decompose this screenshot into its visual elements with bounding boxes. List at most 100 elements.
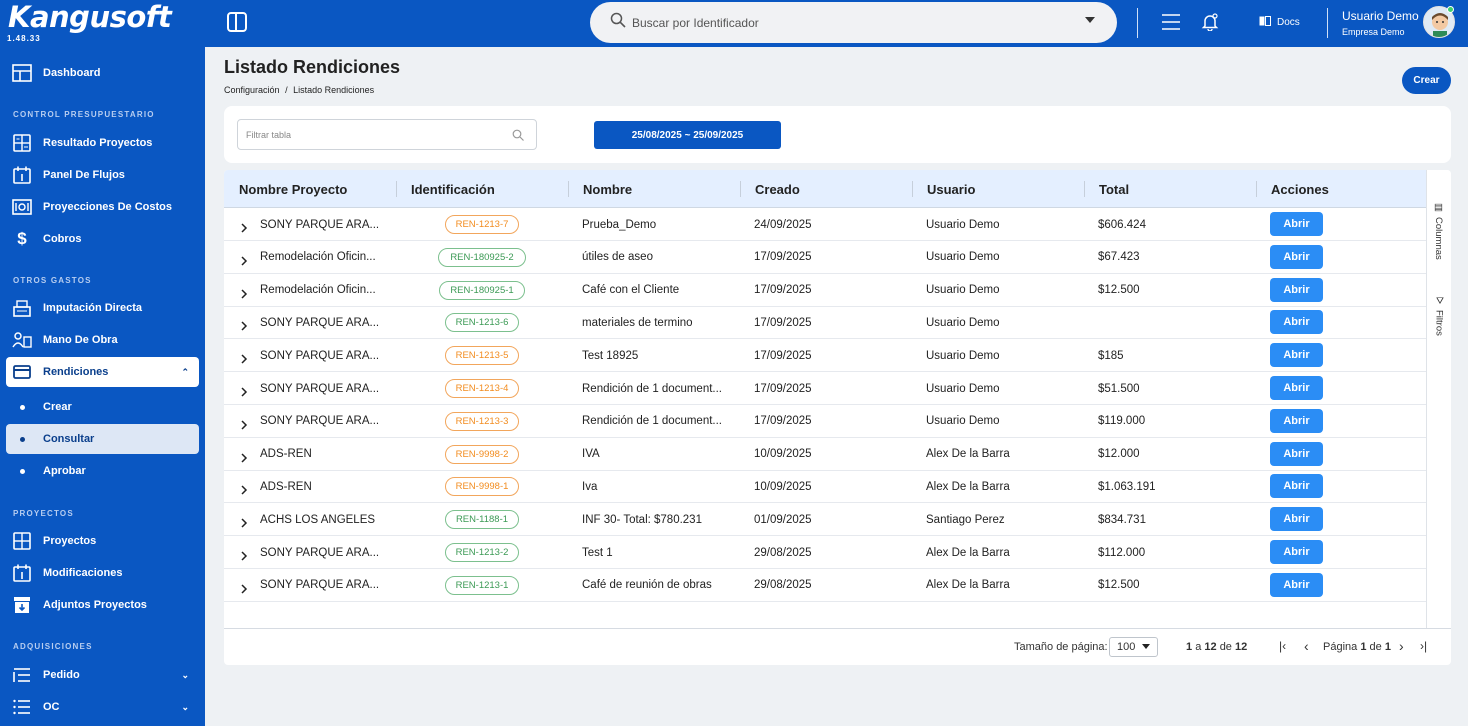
sidebar-item-cobros[interactable]: $ Cobros bbox=[6, 224, 199, 254]
sidebar-item-proyectos[interactable]: Proyectos bbox=[6, 526, 199, 556]
bullet-icon bbox=[20, 436, 25, 442]
sidebar-item-proyecciones-costos[interactable]: Proyecciones De Costos bbox=[6, 192, 199, 222]
column-header-nombre-proyecto[interactable]: Nombre Proyecto bbox=[239, 181, 348, 197]
expand-row-icon[interactable] bbox=[240, 515, 248, 533]
open-button[interactable]: Abrir bbox=[1270, 572, 1323, 597]
expand-row-icon[interactable] bbox=[240, 286, 248, 304]
prev-page-icon[interactable]: ‹ bbox=[1304, 638, 1309, 654]
sidebar-item-modificaciones[interactable]: Modificaciones bbox=[6, 558, 199, 588]
open-button[interactable]: Abrir bbox=[1270, 310, 1323, 335]
sidebar-item-adjuntos-proyectos[interactable]: Adjuntos Proyectos bbox=[6, 590, 199, 620]
open-button[interactable]: Abrir bbox=[1270, 244, 1323, 269]
sidebar-item-rendiciones[interactable]: Rendiciones ⌃ bbox=[6, 357, 199, 387]
table-row: SONY PARQUE ARA... REN-1213-3 Rendición de… bbox=[224, 405, 1426, 438]
search-input[interactable]: Buscar por Identificador bbox=[590, 2, 1117, 43]
column-divider[interactable] bbox=[912, 181, 913, 197]
columns-tab[interactable]: ▤ Columnas bbox=[1433, 202, 1444, 260]
expand-row-icon[interactable] bbox=[240, 220, 248, 238]
expand-row-icon[interactable] bbox=[240, 351, 248, 369]
cell-proyecto: ADS-REN bbox=[260, 448, 312, 461]
column-header-creado[interactable]: Creado bbox=[755, 181, 800, 197]
open-button[interactable]: Abrir bbox=[1270, 212, 1323, 236]
cell-proyecto: SONY PARQUE ARA... bbox=[260, 349, 380, 362]
column-divider[interactable] bbox=[1256, 181, 1257, 197]
page-size-select[interactable]: 100 bbox=[1109, 637, 1158, 657]
open-button[interactable]: Abrir bbox=[1270, 408, 1323, 433]
filter-input[interactable]: Filtrar tabla bbox=[237, 119, 537, 150]
sidebar-item-mano-obra[interactable]: Mano De Obra bbox=[6, 325, 199, 355]
sidebar-item-label: Resultado Proyectos bbox=[43, 137, 153, 149]
column-header-acciones: Acciones bbox=[1271, 181, 1329, 197]
open-button[interactable]: Abrir bbox=[1270, 343, 1323, 368]
page-label: Página bbox=[1323, 641, 1358, 653]
table-row: SONY PARQUE ARA... REN-1213-5 Test 18925 17… bbox=[224, 339, 1426, 373]
table-row: Remodelación Oficin... REN-180925-2 útiles… bbox=[224, 241, 1426, 274]
column-header-usuario[interactable]: Usuario bbox=[927, 181, 976, 197]
expand-row-icon[interactable] bbox=[240, 548, 248, 566]
sidebar-toggle-icon[interactable] bbox=[227, 12, 247, 32]
cell-nombre: Café con el Cliente bbox=[582, 284, 680, 297]
open-button[interactable]: Abrir bbox=[1270, 376, 1323, 400]
user-info[interactable]: Usuario Demo Empresa Demo bbox=[1342, 9, 1419, 37]
bell-icon[interactable] bbox=[1201, 13, 1219, 36]
sidebar-subitem-consultar[interactable]: Consultar bbox=[6, 424, 199, 454]
filters-tab[interactable]: ⛛ Filtros bbox=[1433, 296, 1446, 336]
sidebar-item-panel-flujos[interactable]: Panel De Flujos bbox=[6, 160, 199, 190]
open-button[interactable]: Abrir bbox=[1270, 474, 1323, 499]
avatar[interactable] bbox=[1423, 6, 1455, 38]
dropdown-arrow-icon[interactable] bbox=[1085, 17, 1095, 23]
sidebar-subitem-aprobar[interactable]: Aprobar bbox=[6, 456, 199, 486]
open-button[interactable]: Abrir bbox=[1270, 540, 1323, 564]
column-header-nombre[interactable]: Nombre bbox=[583, 181, 633, 197]
column-divider[interactable] bbox=[396, 181, 397, 197]
sidebar-item-oc[interactable]: OC ⌄ bbox=[6, 692, 199, 722]
last-page-icon[interactable]: ›| bbox=[1420, 639, 1428, 653]
expand-row-icon[interactable] bbox=[240, 581, 248, 599]
open-button[interactable]: Abrir bbox=[1270, 507, 1323, 532]
table-row: ADS-REN REN-9998-2 IVA 10/09/2025 Alex De la… bbox=[224, 438, 1426, 471]
sidebar-item-pedido[interactable]: Pedido ⌄ bbox=[6, 660, 199, 690]
cell-usuario: Alex De la Barra bbox=[926, 448, 1010, 461]
cell-usuario: Alex De la Barra bbox=[926, 480, 1010, 493]
sidebar-item-label: Panel De Flujos bbox=[43, 169, 125, 181]
section-label-otros-gastos: OTROS GASTOS bbox=[13, 276, 92, 285]
section-label-presupuestario: CONTROL PRESUPUESTARIO bbox=[13, 110, 155, 119]
cell-nombre: IVA bbox=[582, 448, 600, 461]
first-page-icon[interactable]: |‹ bbox=[1279, 639, 1287, 653]
column-divider[interactable] bbox=[1084, 181, 1085, 197]
section-label-proyectos: PROYECTOS bbox=[13, 509, 74, 518]
filter-icon: ⛛ bbox=[1434, 296, 1445, 306]
menu-icon[interactable] bbox=[1162, 13, 1180, 36]
column-divider[interactable] bbox=[568, 181, 569, 197]
sidebar-subitem-crear[interactable]: Crear bbox=[6, 392, 199, 422]
docs-link[interactable]: Docs bbox=[1259, 16, 1300, 29]
expand-row-icon[interactable] bbox=[240, 253, 248, 271]
total-pages: 1 bbox=[1384, 641, 1391, 653]
expand-row-icon[interactable] bbox=[240, 482, 248, 500]
create-button[interactable]: Crear bbox=[1402, 67, 1451, 94]
expand-row-icon[interactable] bbox=[240, 417, 248, 435]
expand-row-icon[interactable] bbox=[240, 384, 248, 402]
sidebar-item-dashboard[interactable]: Dashboard bbox=[6, 58, 199, 88]
expand-row-icon[interactable] bbox=[240, 318, 248, 336]
status-badge: REN-9998-2 bbox=[445, 444, 519, 464]
date-range-button[interactable]: 25/08/2025 ~ 25/09/2025 bbox=[594, 121, 781, 149]
breadcrumb-parent[interactable]: Configuración bbox=[224, 85, 280, 95]
cell-nombre: Rendición de 1 document... bbox=[582, 382, 723, 395]
range-a: a bbox=[1195, 641, 1202, 653]
search-icon bbox=[512, 129, 524, 143]
cell-usuario: Usuario Demo bbox=[926, 316, 1000, 329]
cell-total: $119.000 bbox=[1098, 415, 1146, 428]
table-row: SONY PARQUE ARA... REN-1213-4 Rendición de… bbox=[224, 372, 1426, 405]
expand-row-icon[interactable] bbox=[240, 450, 248, 468]
sidebar-item-imputacion-directa[interactable]: Imputación Directa bbox=[6, 293, 199, 323]
column-header-identificacion[interactable]: Identificación bbox=[411, 181, 495, 197]
next-page-icon[interactable]: › bbox=[1399, 638, 1404, 654]
sidebar-item-resultado-proyectos[interactable]: Resultado Proyectos bbox=[6, 128, 199, 158]
open-button[interactable]: Abrir bbox=[1270, 441, 1323, 466]
sidebar-item-label: Crear bbox=[43, 401, 72, 413]
open-button[interactable]: Abrir bbox=[1270, 277, 1323, 302]
column-divider[interactable] bbox=[740, 181, 741, 197]
column-header-total[interactable]: Total bbox=[1099, 181, 1130, 197]
cell-creado: 17/09/2025 bbox=[754, 316, 812, 329]
